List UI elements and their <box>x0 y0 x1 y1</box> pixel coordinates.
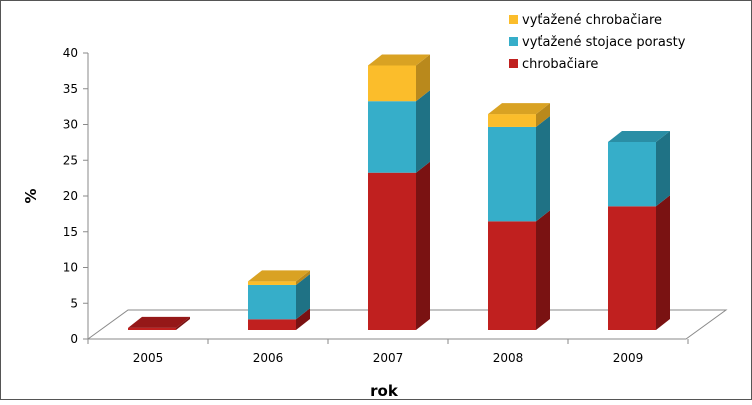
x-axis-ticks: 2005 2006 2007 2008 2009 <box>87 339 689 365</box>
legend: vyťažené chrobačiare vyťažené stojace por… <box>509 13 686 72</box>
legend-swatch <box>509 37 518 46</box>
bar-segment <box>248 273 310 320</box>
bar-side <box>536 115 550 222</box>
bar-side <box>536 103 550 127</box>
bar-side <box>416 90 430 173</box>
y-tick-label: 40 <box>63 46 78 60</box>
x-tick-label: 2007 <box>373 351 404 365</box>
bar-top <box>368 54 430 66</box>
bar-front <box>368 101 416 173</box>
y-axis: 0 5 10 15 20 25 30 35 40 <box>63 46 686 346</box>
y-tick-label: 35 <box>63 82 78 96</box>
bar-segment <box>488 115 550 222</box>
y-tick-label: 30 <box>63 118 78 132</box>
bar-front <box>248 284 296 320</box>
bar-side <box>176 316 190 330</box>
bar-front <box>488 126 536 222</box>
bar-segment <box>368 161 430 330</box>
bar-segment <box>248 270 310 285</box>
legend-swatch <box>509 59 518 68</box>
bar-top <box>248 270 310 282</box>
bar-front <box>488 221 536 330</box>
legend-item: chrobačiare <box>509 57 598 72</box>
bar-side <box>416 161 430 330</box>
bar-segment <box>128 316 190 330</box>
bar-segment <box>608 195 670 330</box>
legend-swatch <box>509 15 518 24</box>
bar-segment <box>488 210 550 330</box>
bar-side <box>656 195 670 330</box>
bars <box>128 54 670 330</box>
bar-front <box>608 141 656 207</box>
y-tick-label: 0 <box>70 332 78 346</box>
x-tick-label: 2006 <box>253 351 284 365</box>
y-tick-label: 10 <box>63 261 78 275</box>
y-axis-title: % <box>22 188 40 203</box>
bar-top <box>128 316 190 328</box>
x-tick-label: 2008 <box>493 351 524 365</box>
y-tick-label: 25 <box>63 153 78 167</box>
bar-front <box>368 65 416 102</box>
bar-side <box>296 308 310 330</box>
x-tick-label: 2005 <box>133 351 164 365</box>
bar-side <box>656 130 670 207</box>
y-tick-label: 20 <box>63 189 78 203</box>
bar-front <box>248 281 296 285</box>
bar-top <box>608 130 670 142</box>
bar-side <box>296 270 310 285</box>
bar-front <box>488 114 536 127</box>
bar-segment <box>488 103 550 127</box>
bar-side <box>536 210 550 330</box>
y-tick-label: 15 <box>63 225 78 239</box>
x-axis-title: rok <box>370 382 399 400</box>
legend-item: vyťažené stojace porasty <box>509 35 686 50</box>
legend-label: vyťažené stojace porasty <box>522 35 686 50</box>
bar-top <box>488 103 550 115</box>
bar-front <box>248 319 296 330</box>
x-tick-label: 2009 <box>613 351 644 365</box>
bar-side <box>416 54 430 102</box>
legend-item: vyťažené chrobačiare <box>509 13 662 28</box>
bar-segment <box>368 54 430 102</box>
bar-front <box>128 327 176 330</box>
bar-segment <box>608 130 670 207</box>
legend-label: chrobačiare <box>522 57 598 72</box>
bar-front <box>608 206 656 330</box>
bar-segment <box>368 90 430 173</box>
bar-front <box>368 172 416 330</box>
bar-segment <box>248 308 310 330</box>
y-tick-label: 5 <box>70 296 78 310</box>
bar-side <box>296 273 310 320</box>
legend-label: vyťažené chrobačiare <box>522 13 662 28</box>
